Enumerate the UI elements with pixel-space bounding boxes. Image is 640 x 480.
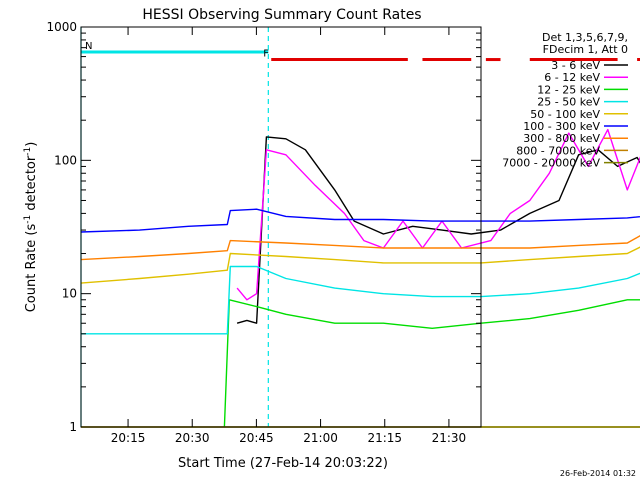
footer-timestamp: 26-Feb-2014 01:32 [560, 469, 636, 478]
legend-label-8: 7000 - 20000 keV [502, 157, 600, 170]
legend-header-line-2: FDecim 1, Att 0 [543, 43, 628, 56]
legend-label-5: 100 - 300 keV [523, 120, 600, 133]
x-axis-label: Start Time (27-Feb-14 20:03:22) [178, 456, 388, 471]
x-tick-label-1: 20:30 [175, 431, 210, 445]
legend-label-0: 3 - 6 keV [551, 59, 600, 72]
y-tick-label-0: 1 [69, 420, 77, 434]
series-line-0 [236, 136, 640, 324]
series-line-5 [80, 208, 640, 233]
legend-label-1: 6 - 12 keV [544, 71, 600, 84]
series-line-1 [236, 128, 640, 301]
legend-label-6: 300 - 800 keV [523, 132, 600, 145]
y-axis-label: Count Rate (s-1 detector-1) [23, 142, 39, 313]
flag-f-label: F [263, 49, 269, 60]
legend-label-2: 12 - 25 keV [537, 83, 600, 96]
y-tick-label-3: 1000 [46, 20, 77, 34]
y-axis-label-main: Count Rate (s [24, 224, 39, 313]
plot-frame [80, 26, 482, 428]
observing-flags: NFS [81, 41, 640, 62]
legend-label-7: 800 - 7000 keV [516, 144, 600, 157]
series-line-4 [80, 246, 640, 284]
flag-n-label: N [85, 41, 92, 52]
series-line-6 [80, 234, 640, 261]
legend-header-line-1: Det 1,3,5,6,7,9, [542, 31, 628, 44]
y-axis-label-end: ) [24, 142, 39, 147]
series-line-2 [223, 299, 640, 428]
series-lines [80, 128, 640, 428]
x-tick-label-5: 21:30 [432, 431, 467, 445]
x-axis-ticks: 20:15 20:30 20:45 21:00 21:15 21:30 [111, 27, 466, 445]
legend-label-3: 25 - 50 keV [537, 96, 600, 109]
x-tick-label-4: 21:15 [367, 431, 402, 445]
y-axis-label-mid: detector [24, 155, 39, 215]
x-tick-label-2: 20:45 [239, 431, 274, 445]
x-tick-label-0: 20:15 [111, 431, 146, 445]
series-line-3 [81, 265, 640, 335]
y-tick-label-1: 10 [62, 287, 77, 301]
y-axis-label-sup1: -1 [23, 215, 33, 224]
chart-title: HESSI Observing Summary Count Rates [142, 7, 421, 23]
y-axis-label-sup2: -1 [23, 147, 33, 156]
legend-label-4: 50 - 100 keV [530, 108, 600, 121]
x-tick-label-3: 21:00 [303, 431, 338, 445]
y-axis-ticks: 1 10 100 1000 [46, 20, 481, 434]
y-tick-label-2: 100 [54, 153, 77, 167]
legend: Det 1,3,5,6,7,9, FDecim 1, Att 0 3 - 6 k… [502, 31, 628, 170]
